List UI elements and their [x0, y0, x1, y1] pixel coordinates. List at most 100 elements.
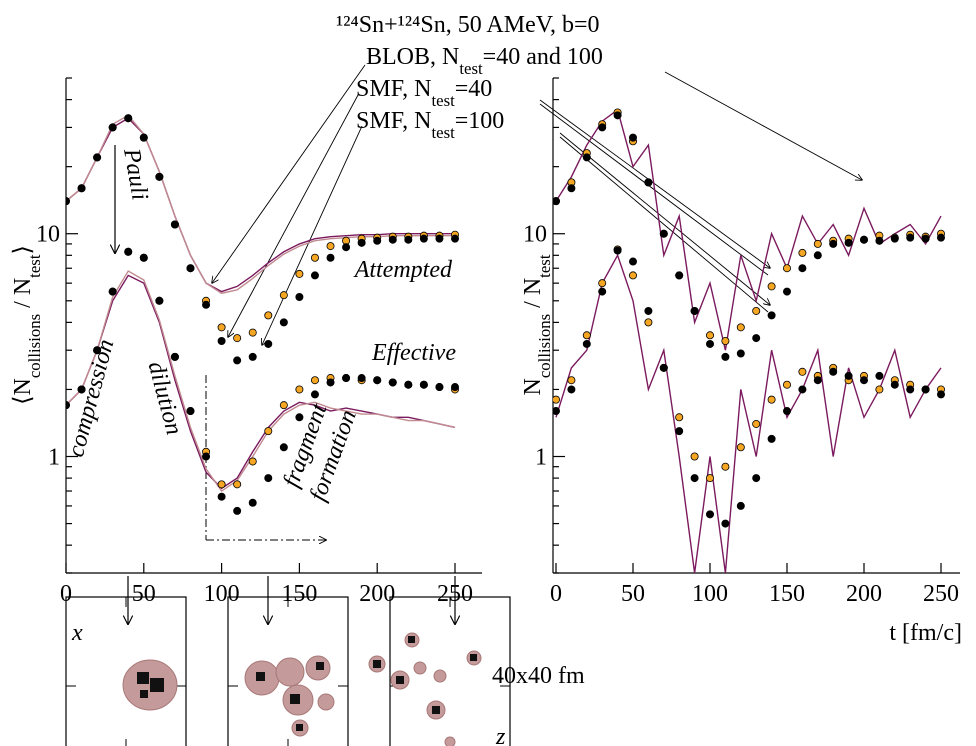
x-tick-label: 150: [281, 581, 317, 607]
series-marker: [783, 380, 792, 389]
series-marker: [170, 220, 179, 229]
series-marker: [233, 480, 242, 489]
series-marker: [813, 251, 822, 260]
series-marker: [582, 339, 591, 348]
series-marker: [875, 385, 884, 394]
series-marker: [124, 247, 133, 256]
series-marker: [435, 383, 444, 392]
legend-arrows: [212, 64, 862, 345]
series-marker: [404, 380, 413, 389]
y-tick-label: 10: [523, 222, 547, 248]
series-marker: [217, 480, 226, 489]
series-marker: [690, 452, 699, 461]
series-marker: [921, 385, 930, 394]
series-marker: [310, 376, 319, 385]
y-axis-label-part: collisions: [535, 314, 554, 378]
series-marker: [553, 395, 560, 404]
series-marker: [342, 374, 351, 383]
series-marker: [217, 323, 226, 332]
series-marker: [736, 349, 745, 358]
x-tick-label: 100: [692, 581, 728, 607]
series-marker: [629, 257, 638, 266]
y-tick-label: 1: [535, 445, 547, 471]
series-marker: [690, 474, 699, 483]
series-marker: [357, 374, 366, 383]
series-marker: [721, 519, 730, 528]
snapshot-arrows: [128, 576, 455, 624]
legend-text-part: =40 and 100: [483, 44, 603, 70]
series-marker: [921, 234, 930, 243]
series-marker: [279, 401, 288, 410]
series-marker: [310, 390, 319, 399]
series-marker: [373, 236, 382, 245]
x-tick-label: 200: [846, 581, 882, 607]
series-marker: [798, 264, 807, 273]
series-marker: [659, 363, 668, 372]
series-marker: [890, 234, 899, 243]
y-axis-label-part: N: [520, 378, 546, 395]
series-marker: [264, 339, 273, 348]
series-marker: [613, 246, 622, 255]
series-marker: [233, 506, 242, 515]
legend-text-part: SMF, N: [356, 76, 431, 102]
annotation: Effective: [371, 340, 456, 366]
series-marker: [582, 153, 591, 162]
series-marker: [233, 356, 242, 365]
series-marker: [248, 498, 257, 507]
series-marker: [233, 334, 242, 343]
series-marker: [553, 197, 560, 206]
series-marker: [264, 311, 273, 320]
y-axis-label: ⟨Ncollisions / Ntest⟩: [10, 245, 44, 405]
snapshots: x z 40x40 fm: [65, 596, 585, 746]
series-marker: [844, 238, 853, 247]
series-marker: [860, 376, 869, 385]
series-marker: [553, 407, 560, 416]
annotation: Attempted: [353, 257, 453, 283]
series-marker: [783, 287, 792, 296]
series-marker: [124, 114, 133, 123]
series-marker: [77, 184, 86, 193]
legend-text: ¹²⁴Sn+¹²⁴Sn, 50 AMeV, b=0: [336, 12, 600, 38]
series-marker: [139, 133, 148, 142]
legend-text: SMF, Ntest=40: [356, 76, 492, 110]
series-marker: [248, 457, 257, 466]
y-axis-label-part: test: [535, 254, 554, 278]
series-marker: [690, 306, 699, 315]
series-marker: [860, 235, 869, 244]
series-marker: [736, 501, 745, 510]
x-tick-label: 250: [923, 581, 959, 607]
series-marker: [706, 510, 715, 519]
annotation: compression: [63, 337, 119, 460]
series-marker: [93, 153, 102, 162]
series-marker: [139, 253, 148, 262]
series-marker: [629, 133, 638, 142]
series-marker: [736, 323, 745, 332]
series-marker: [326, 378, 335, 387]
x-axis-label: t [fm/c]: [889, 620, 962, 646]
series-marker: [675, 413, 684, 422]
legend-text-part: SMF, N: [356, 108, 431, 134]
y-axis-label-part: test: [25, 254, 44, 278]
series-marker: [295, 413, 304, 422]
series-marker: [906, 385, 915, 394]
series-marker: [906, 233, 915, 242]
series-marker: [202, 452, 211, 461]
series-marker: [598, 287, 607, 296]
snapshot-x-label: x: [71, 620, 83, 646]
x-tick-label: 200: [359, 581, 395, 607]
series-line: [555, 108, 942, 351]
y-axis-label-part: / N: [10, 278, 36, 314]
series-marker: [419, 380, 428, 389]
series-marker: [783, 264, 792, 273]
series-marker: [767, 395, 776, 404]
series-marker: [813, 376, 822, 385]
series-marker: [567, 184, 576, 193]
series-marker: [706, 331, 715, 340]
series-marker: [93, 346, 102, 355]
legend-text-part: test: [459, 59, 483, 78]
legend-text: BLOB, Ntest=40 and 100: [366, 44, 603, 78]
series-marker: [582, 331, 591, 340]
legend-text-part: test: [431, 123, 455, 142]
series-marker: [326, 253, 335, 262]
series-marker: [404, 235, 413, 244]
